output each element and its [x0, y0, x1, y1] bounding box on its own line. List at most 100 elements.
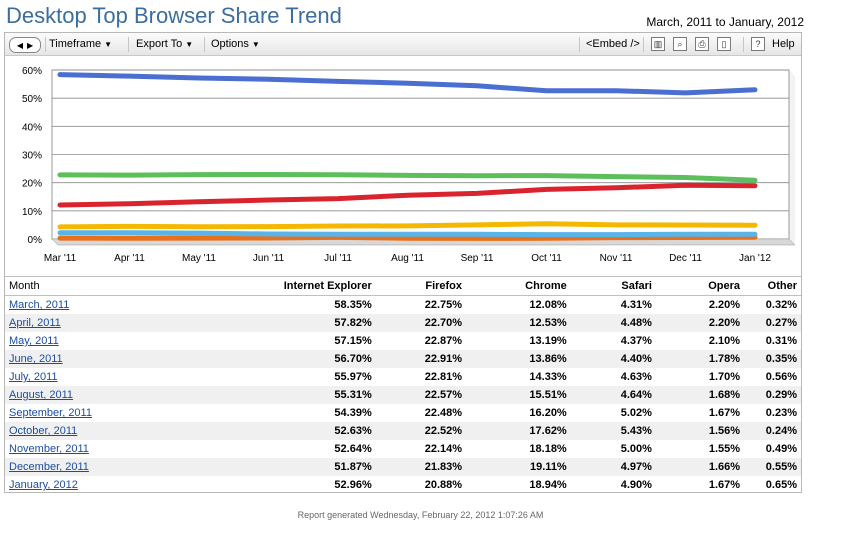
- table-row: July, 2011 55.97% 22.81% 14.33% 4.63% 1.70% 0.…: [5, 368, 801, 386]
- value-cell: 12.53%: [466, 314, 571, 332]
- month-link[interactable]: June, 2011: [9, 353, 63, 365]
- column-header[interactable]: Safari: [570, 276, 656, 296]
- month-link[interactable]: May, 2011: [9, 335, 59, 347]
- data-point-opera: [128, 231, 131, 235]
- month-cell: July, 2011: [5, 368, 139, 386]
- value-cell: 22.48%: [424, 407, 463, 419]
- data-point-opera: [545, 233, 548, 237]
- value-cell: 22.70%: [375, 314, 467, 332]
- value-cell: 58.35%: [334, 299, 372, 311]
- y-tick-label: 20%: [22, 179, 42, 190]
- line-chart: 0% 10% 20% 30% 40% 50% 60% Mar '11 Apr '11 May '1…: [22, 66, 796, 264]
- value-cell: 4.31%: [620, 299, 652, 311]
- month-cell: November, 2011: [5, 440, 139, 458]
- x-tick-label: Oct '11: [531, 253, 562, 264]
- report-panel: ◀ ▶ Timeframe ▼ Export To ▼ Options ▼ <Embe…: [4, 32, 802, 493]
- y-tick-label: 40%: [22, 122, 42, 133]
- value-cell: 4.40%: [570, 350, 656, 368]
- options-menu[interactable]: Options ▼: [211, 38, 260, 50]
- month-link[interactable]: December, 2011: [9, 461, 89, 473]
- value-cell: 22.52%: [375, 422, 467, 440]
- column-header[interactable]: Other: [744, 276, 801, 296]
- column-header[interactable]: Firefox: [375, 276, 467, 296]
- value-cell: 0.65%: [765, 479, 797, 491]
- data-point-firefox: [545, 174, 548, 178]
- value-cell: 5.02%: [620, 407, 652, 419]
- value-cell: 22.81%: [424, 371, 463, 383]
- column-header[interactable]: Internet Explorer: [138, 276, 376, 296]
- data-point-opera: [58, 231, 62, 235]
- month-link[interactable]: September, 2011: [9, 407, 92, 419]
- month-link[interactable]: July, 2011: [9, 371, 58, 383]
- x-tick-label: Jul '11: [324, 253, 352, 264]
- data-point-chrome: [614, 186, 618, 190]
- value-cell: 1.56%: [655, 422, 745, 440]
- data-point-internet-explorer: [475, 84, 479, 88]
- month-link[interactable]: November, 2011: [9, 443, 89, 455]
- timeframe-menu[interactable]: Timeframe ▼: [49, 38, 112, 50]
- data-point-safari: [475, 223, 479, 227]
- data-point-firefox: [614, 175, 618, 179]
- month-link[interactable]: August, 2011: [9, 389, 74, 401]
- zoom-icon[interactable]: ⌕: [673, 37, 687, 51]
- data-point-other: [406, 236, 409, 240]
- help-icon[interactable]: ?: [751, 37, 765, 51]
- data-point-internet-explorer: [128, 74, 131, 78]
- month-cell: April, 2011: [5, 314, 139, 332]
- data-point-chrome: [267, 198, 270, 202]
- export-menu[interactable]: Export To ▼: [136, 38, 193, 50]
- table-header-row: Month Internet Explorer Firefox Chrome Safar…: [5, 276, 801, 296]
- value-cell: 16.20%: [529, 407, 567, 419]
- value-cell: 57.15%: [334, 335, 372, 347]
- y-tick-label: 30%: [22, 151, 42, 162]
- help-button[interactable]: Help: [772, 38, 795, 50]
- value-cell: 13.86%: [466, 350, 571, 368]
- prev-arrow-icon[interactable]: ◀: [16, 40, 23, 50]
- column-header[interactable]: Chrome: [466, 276, 571, 296]
- y-tick-label: 0%: [28, 235, 43, 246]
- month-cell: August, 2011: [5, 386, 139, 404]
- data-point-safari: [336, 224, 340, 228]
- month-link[interactable]: October, 2011: [9, 425, 78, 437]
- month-link[interactable]: March, 2011: [9, 299, 70, 311]
- toolbar-divider: [128, 37, 129, 52]
- next-arrow-icon[interactable]: ▶: [27, 40, 34, 50]
- value-cell: 4.90%: [620, 479, 652, 491]
- data-point-other: [128, 236, 131, 240]
- toolbar-divider: [579, 37, 580, 52]
- column-header[interactable]: Month: [5, 276, 139, 296]
- month-cell: December, 2011: [5, 458, 139, 476]
- table-row: September, 2011 54.39% 22.48% 16.20% 5.02% 1.…: [5, 404, 801, 422]
- data-point-opera: [336, 232, 340, 236]
- x-tick-label: Dec '11: [669, 253, 702, 264]
- table-row: June, 2011 56.70% 22.91% 13.86% 4.40% 1.78% 0.…: [5, 350, 801, 368]
- table-row: May, 2011 57.15% 22.87% 13.19% 4.37% 2.10% 0.3…: [5, 332, 801, 350]
- x-tick-label: Nov '11: [600, 253, 633, 264]
- data-point-safari: [684, 223, 687, 227]
- month-link[interactable]: January, 2012: [9, 479, 78, 491]
- chart-area: 0% 10% 20% 30% 40% 50% 60% Mar '11 Apr '11 May '1…: [5, 56, 801, 274]
- column-header[interactable]: Opera: [655, 276, 745, 296]
- columns-icon[interactable]: ▥: [651, 37, 665, 51]
- timeframe-label: Timeframe: [49, 38, 102, 50]
- data-point-opera: [406, 232, 409, 236]
- data-point-chrome: [197, 200, 201, 204]
- y-tick-label: 10%: [22, 207, 42, 218]
- value-cell: 18.18%: [529, 443, 567, 455]
- embed-button[interactable]: <Embed />: [586, 38, 640, 50]
- x-tick-label: Aug '11: [391, 253, 424, 264]
- data-table: Month Internet Explorer Firefox Chrome Safar…: [5, 276, 801, 494]
- print-icon[interactable]: ⎙: [695, 37, 709, 51]
- toolbar-divider: [204, 37, 205, 52]
- month-cell: June, 2011: [5, 350, 139, 368]
- x-tick-label: Mar '11: [44, 253, 77, 264]
- data-point-internet-explorer: [614, 89, 618, 93]
- value-cell: 56.70%: [138, 350, 376, 368]
- value-cell: 4.97%: [570, 458, 656, 476]
- nav-arrows[interactable]: ◀ ▶: [9, 37, 41, 53]
- page-icon[interactable]: ▯: [717, 37, 731, 51]
- data-point-internet-explorer: [545, 89, 548, 93]
- value-cell: 1.70%: [708, 371, 741, 383]
- table-row: August, 2011 55.31% 22.57% 15.51% 4.64% 1.68%…: [5, 386, 801, 404]
- month-link[interactable]: April, 2011: [9, 317, 61, 329]
